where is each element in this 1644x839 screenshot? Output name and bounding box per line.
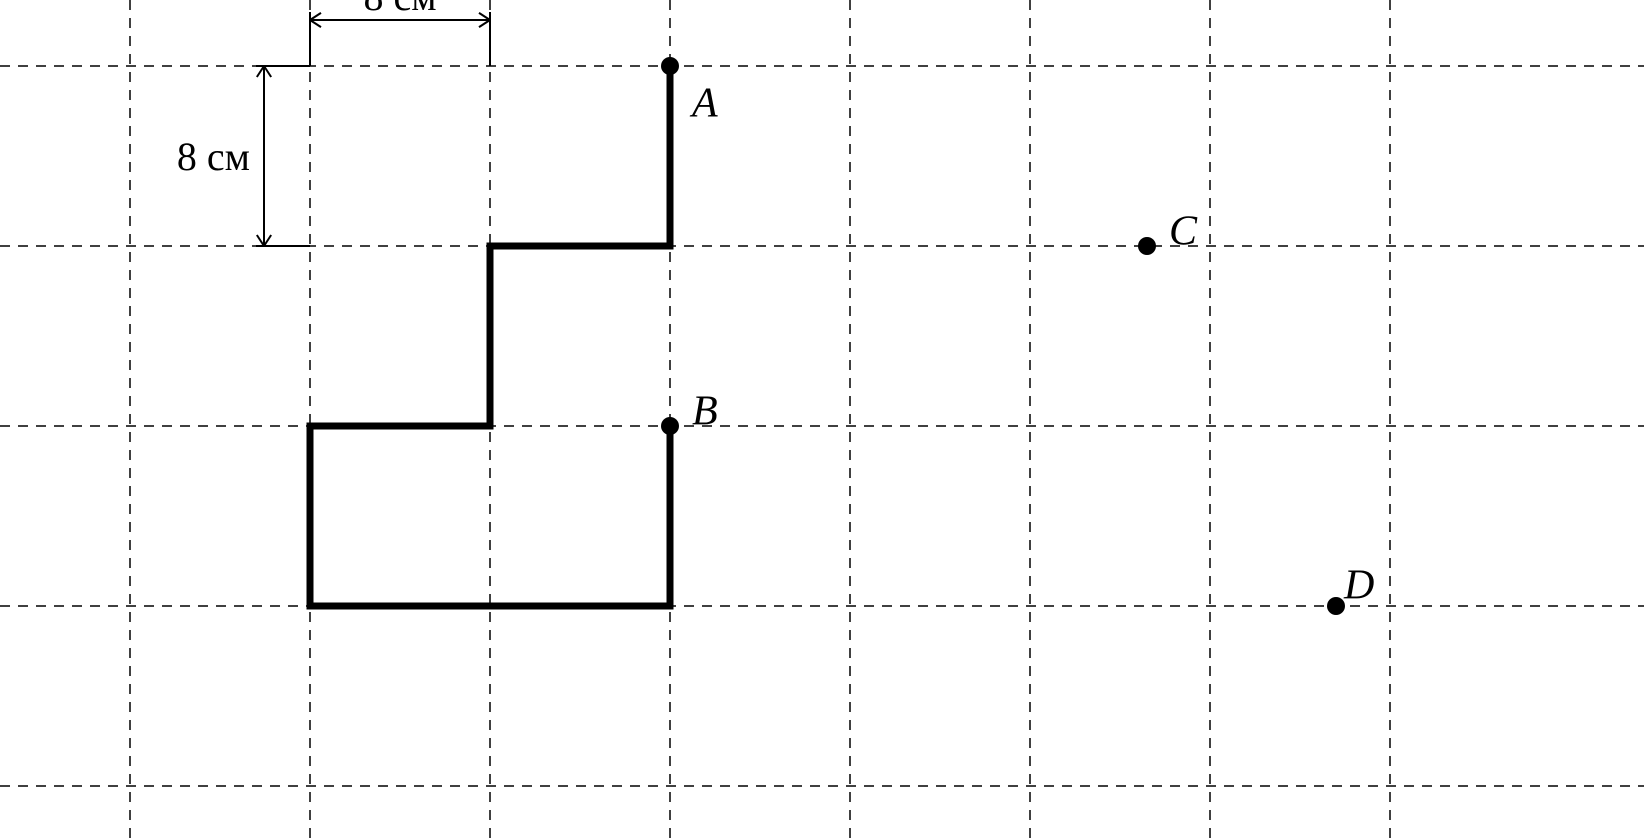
point-c — [1138, 237, 1156, 255]
grid-diagram: 8 см 8 см A B C D — [0, 0, 1644, 839]
dimension-horizontal-label: 8 см — [363, 0, 436, 19]
point-a — [661, 57, 679, 75]
point-d — [1327, 597, 1345, 615]
point-b — [661, 417, 679, 435]
point-label-a: A — [689, 81, 718, 127]
point-label-c: C — [1169, 209, 1198, 255]
dimension-vertical-label: 8 см — [177, 134, 250, 179]
point-label-d: D — [1343, 563, 1374, 609]
point-label-b: B — [692, 389, 718, 435]
